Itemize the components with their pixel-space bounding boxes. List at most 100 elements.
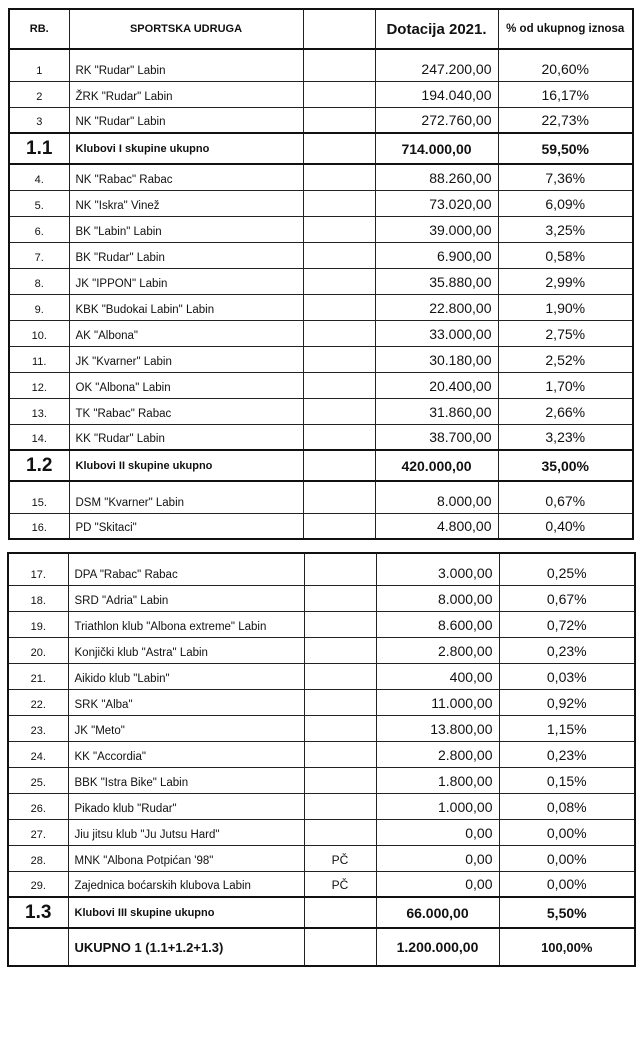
club-name-cell: NK "Iskra" Vinež	[68, 189, 304, 217]
table-row: 23. JK "Meto" 13.800,00 1,15%	[7, 714, 636, 742]
table-row: 15. DSM "Kvarner" Labin 8.000,00 0,67%	[8, 480, 634, 514]
note-cell	[303, 927, 377, 967]
club-name-cell: KK "Rudar" Labin	[68, 423, 304, 451]
table-row: 5. NK "Iskra" Vinež 73.020,00 6,09%	[8, 189, 634, 217]
header-name: SPORTSKA UDRUGA	[68, 8, 304, 50]
note-cell	[302, 345, 376, 373]
pct-cell: 1,15%	[498, 714, 636, 742]
rb-cell: 5.	[8, 189, 70, 217]
note-cell	[302, 189, 376, 217]
table-row: 29. Zajednica boćarskih klubova Labin PČ 0,…	[7, 870, 636, 898]
amount-cell: 88.260,00	[374, 163, 499, 191]
rb-cell: 27.	[7, 818, 69, 846]
pct-cell: 22,73%	[497, 106, 634, 134]
note-cell	[302, 449, 376, 482]
amount-cell: 272.760,00	[374, 106, 499, 134]
amount-cell: 30.180,00	[374, 345, 499, 373]
club-name-cell: Klubovi III skupine ukupno	[67, 896, 305, 929]
club-name-cell: JK "Meto"	[67, 714, 305, 742]
note-cell	[302, 106, 376, 134]
pct-cell: 6,09%	[497, 189, 634, 217]
club-name-cell: BBK "Istra Bike" Labin	[67, 766, 305, 794]
club-name-cell: DPA "Rabac" Rabac	[67, 552, 305, 586]
note-cell	[303, 714, 377, 742]
rb-cell: 1.1	[8, 132, 70, 165]
amount-cell: 1.000,00	[375, 792, 500, 820]
rb-cell: 25.	[7, 766, 69, 794]
header-rb: RB.	[8, 8, 70, 50]
pct-cell: 0,92%	[498, 688, 636, 716]
club-name-cell: JK "IPPON" Labin	[68, 267, 304, 295]
rb-cell: 3	[8, 106, 70, 134]
note-cell	[302, 132, 376, 165]
pct-cell: 3,25%	[497, 215, 634, 243]
rb-cell: 18.	[7, 584, 69, 612]
header-note	[302, 8, 376, 50]
table-row: 9. KBK "Budokai Labin" Labin 22.800,00 1,90…	[8, 293, 634, 321]
note-cell	[303, 662, 377, 690]
table-row: 19. Triathlon klub "Albona extreme" Labin…	[7, 610, 636, 638]
header-row: RB. SPORTSKA UDRUGA Dotacija 2021. % od …	[8, 8, 634, 50]
table-row: 12. OK "Albona" Labin 20.400,00 1,70%	[8, 371, 634, 399]
club-name-cell: ŽRK "Rudar" Labin	[68, 80, 304, 108]
subtotal-row: 1.2 Klubovi II skupine ukupno 420.000,00 35…	[8, 449, 634, 482]
pct-cell: 0,08%	[498, 792, 636, 820]
rb-cell: 28.	[7, 844, 69, 872]
note-cell	[302, 48, 376, 82]
pct-cell: 35,00%	[497, 449, 634, 482]
header-amount: Dotacija 2021.	[374, 8, 499, 50]
note-cell	[302, 319, 376, 347]
rb-cell: 10.	[8, 319, 70, 347]
rb-cell: 17.	[7, 552, 69, 586]
rb-cell: 26.	[7, 792, 69, 820]
note-cell	[303, 896, 377, 929]
note-cell	[303, 610, 377, 638]
table-row: 21. Aikido klub "Labin" 400,00 0,03%	[7, 662, 636, 690]
amount-cell: 714.000,00	[374, 132, 499, 165]
table-row: 14. KK "Rudar" Labin 38.700,00 3,23%	[8, 423, 634, 451]
rb-cell: 12.	[8, 371, 70, 399]
rb-cell: 1	[8, 48, 70, 82]
pct-cell: 59,50%	[497, 132, 634, 165]
club-name-cell: JK "Kvarner" Labin	[68, 345, 304, 373]
pct-cell: 0,00%	[498, 818, 636, 846]
amount-cell: 22.800,00	[374, 293, 499, 321]
club-name-cell: SRK "Alba"	[67, 688, 305, 716]
pct-cell: 0,23%	[498, 740, 636, 768]
table-row: 2 ŽRK "Rudar" Labin 194.040,00 16,17%	[8, 80, 634, 108]
amount-cell: 8.000,00	[374, 480, 499, 514]
table-row: 20. Konjički klub "Astra" Labin 2.800,00 0,…	[7, 636, 636, 664]
club-name-cell: Konjički klub "Astra" Labin	[67, 636, 305, 664]
pct-cell: 2,66%	[497, 397, 634, 425]
pct-cell: 2,52%	[497, 345, 634, 373]
note-cell	[302, 215, 376, 243]
amount-cell: 38.700,00	[374, 423, 499, 451]
club-name-cell: TK "Rabac" Rabac	[68, 397, 304, 425]
club-name-cell: Klubovi I skupine ukupno	[68, 132, 304, 165]
note-cell	[302, 80, 376, 108]
rb-cell: 1.3	[7, 896, 69, 929]
note-cell	[303, 818, 377, 846]
pct-cell: 1,90%	[497, 293, 634, 321]
note-cell	[302, 423, 376, 451]
club-name-cell: RK "Rudar" Labin	[68, 48, 304, 82]
pct-cell: 0,15%	[498, 766, 636, 794]
pct-cell: 0,00%	[498, 844, 636, 872]
pct-cell: 0,72%	[498, 610, 636, 638]
rb-cell: 2	[8, 80, 70, 108]
pct-cell: 2,75%	[497, 319, 634, 347]
rb-cell: 9.	[8, 293, 70, 321]
allocation-table-part-2: 17. DPA "Rabac" Rabac 3.000,00 0,25% 18. SRD …	[7, 552, 636, 967]
pct-cell: 1,70%	[497, 371, 634, 399]
rb-cell: 19.	[7, 610, 69, 638]
table-row: 10. AK "Albona" 33.000,00 2,75%	[8, 319, 634, 347]
table-row: 8. JK "IPPON" Labin 35.880,00 2,99%	[8, 267, 634, 295]
amount-cell: 4.800,00	[374, 512, 499, 540]
rb-cell: 15.	[8, 480, 70, 514]
note-cell	[302, 241, 376, 269]
table-row: 17. DPA "Rabac" Rabac 3.000,00 0,25%	[7, 552, 636, 586]
pct-cell: 16,17%	[497, 80, 634, 108]
pct-cell: 100,00%	[498, 927, 636, 967]
club-name-cell: Klubovi II skupine ukupno	[68, 449, 304, 482]
table-row: 11. JK "Kvarner" Labin 30.180,00 2,52%	[8, 345, 634, 373]
